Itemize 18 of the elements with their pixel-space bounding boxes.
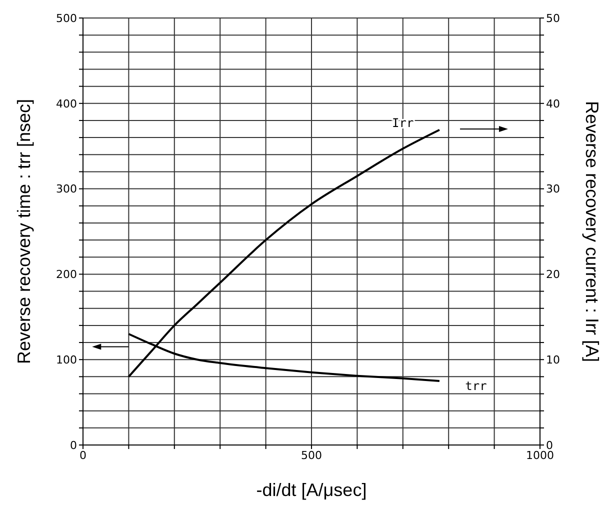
y2-axis-title: Reverse recovery current : Irr [A] bbox=[582, 100, 602, 362]
y2-tick-label: 30 bbox=[546, 182, 560, 196]
y2-tick-label: 50 bbox=[546, 12, 560, 25]
y2-tick-label: 20 bbox=[546, 268, 560, 282]
x-axis-title: -di/dt [A/μsec] bbox=[256, 480, 367, 500]
y-tick-label: 100 bbox=[56, 354, 77, 367]
y-tick-label: 200 bbox=[56, 268, 77, 282]
line-series bbox=[128, 128, 440, 378]
y-tick-label: 0 bbox=[70, 438, 77, 452]
y2-tick-label: 10 bbox=[546, 354, 560, 367]
y-tick-label: 300 bbox=[56, 182, 77, 196]
y-tick-label: 500 bbox=[56, 12, 77, 25]
y2-tick-label: 40 bbox=[546, 97, 560, 110]
y-tick-label: 400 bbox=[56, 97, 77, 110]
y-axis-title: Reverse recovery time : trr [nsec] bbox=[14, 98, 34, 364]
x-tick-label: 0 bbox=[80, 448, 86, 462]
x-tick-label: 500 bbox=[301, 448, 322, 462]
annotation: trr bbox=[465, 379, 487, 394]
